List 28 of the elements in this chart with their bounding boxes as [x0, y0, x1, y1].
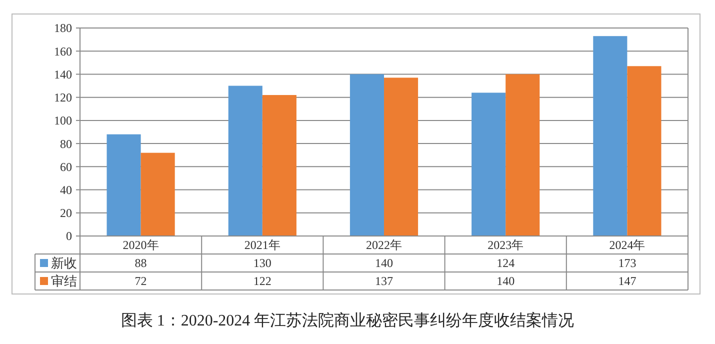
x-tick-label: 2021年	[244, 238, 280, 252]
y-tick-label: 20	[60, 206, 72, 220]
x-tick-label: 2023年	[488, 238, 524, 252]
data-label: 124	[496, 256, 515, 270]
y-tick-label: 140	[54, 67, 72, 82]
legend-label: 审结	[51, 274, 77, 289]
data-label: 173	[618, 256, 636, 270]
legend-label: 新收	[51, 256, 77, 271]
y-tick-label: 40	[60, 182, 72, 197]
data-label: 72	[134, 274, 147, 288]
y-tick-label: 100	[54, 114, 72, 128]
y-tick-label: 120	[54, 90, 72, 105]
data-label: 140	[375, 256, 393, 270]
data-label: 130	[253, 256, 272, 270]
x-tick-label: 2024年	[609, 238, 646, 252]
text: 图表 1：2020-2024 年江苏法院商业秘密民事纠纷年度收结案情况	[120, 312, 574, 330]
data-label: 140	[496, 274, 515, 288]
y-tick-label: 80	[60, 136, 72, 151]
y-tick-label: 180	[54, 21, 72, 36]
x-tick-label: 2022年	[366, 238, 402, 252]
data-label: 88	[134, 256, 147, 270]
data-label: 122	[253, 274, 272, 288]
y-tick-label: 60	[60, 160, 72, 174]
y-tick-label: 0	[66, 229, 72, 244]
data-label: 147	[618, 274, 636, 288]
x-tick-label: 2020年	[122, 238, 159, 252]
data-label: 137	[375, 274, 393, 288]
y-tick-label: 160	[54, 44, 72, 58]
